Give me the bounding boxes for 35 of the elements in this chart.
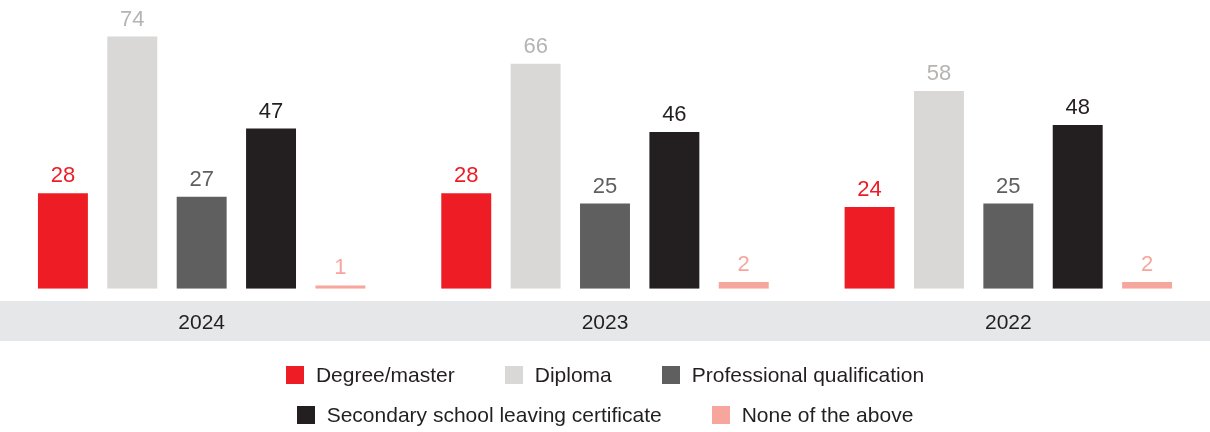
legend-label: Diploma — [534, 363, 612, 387]
legend-label: Secondary school leaving certificate — [326, 403, 662, 427]
bar — [983, 203, 1034, 289]
legend-label: Professional qualification — [691, 363, 925, 387]
legend-label: Degree/master — [315, 363, 455, 387]
data-label: 28 — [454, 162, 479, 188]
data-label: 48 — [1065, 94, 1090, 120]
data-label: 2 — [737, 251, 750, 277]
data-label: 27 — [189, 165, 214, 191]
bar — [441, 193, 492, 289]
data-label: 66 — [523, 32, 548, 58]
bar — [1052, 125, 1103, 289]
bar — [649, 131, 700, 289]
data-label: 25 — [996, 172, 1021, 198]
data-label: 2 — [1140, 251, 1154, 277]
data-label: 46 — [662, 101, 687, 126]
legend-label: None of the above — [741, 403, 914, 427]
data-label: 74 — [120, 5, 145, 31]
data-label: 25 — [592, 172, 618, 198]
x-tick-label: 2023 — [581, 310, 629, 334]
bar — [580, 203, 630, 289]
x-tick-label: 2022 — [984, 310, 1032, 334]
data-label: 58 — [926, 60, 952, 86]
bar — [510, 63, 561, 289]
x-tick-label: 2024 — [178, 310, 226, 334]
bar — [176, 196, 227, 289]
bar — [37, 193, 88, 289]
data-label: 47 — [258, 97, 284, 123]
bar — [107, 36, 158, 289]
bar — [844, 206, 895, 289]
bar — [246, 128, 297, 289]
data-label: 28 — [50, 162, 76, 188]
data-label: 24 — [857, 176, 882, 202]
data-label: 1 — [334, 254, 347, 280]
bar — [913, 91, 964, 289]
